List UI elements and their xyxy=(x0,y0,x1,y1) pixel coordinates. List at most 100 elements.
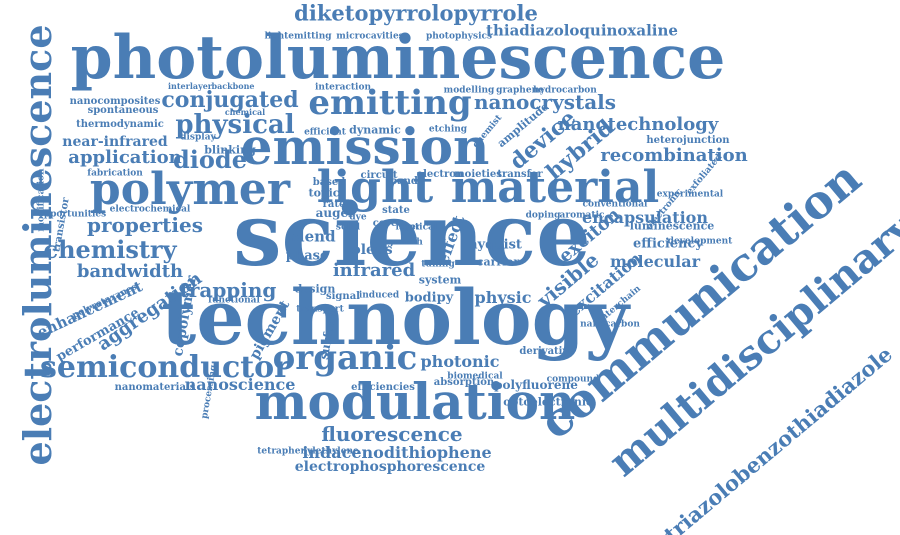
word: chemical xyxy=(224,107,266,117)
word: compound xyxy=(546,374,600,385)
word: rate xyxy=(322,199,346,210)
word: emitting xyxy=(308,83,472,123)
word: optical xyxy=(402,222,438,233)
word: state xyxy=(382,205,410,216)
word: doping xyxy=(525,210,561,221)
word: optoelectronic xyxy=(503,395,593,409)
word: system xyxy=(418,273,462,287)
word: nanocarbon xyxy=(580,319,640,330)
word: electron xyxy=(416,169,464,180)
word: photonic xyxy=(420,352,500,371)
word: electrophosphorescence xyxy=(294,459,486,475)
word: transport xyxy=(296,304,344,315)
word: backbone xyxy=(211,81,255,91)
word: layer xyxy=(395,222,421,233)
word: nanoscience xyxy=(184,375,296,394)
word: transfer xyxy=(497,169,543,180)
word: microcavities xyxy=(336,31,404,42)
word: thermodynamic xyxy=(76,119,164,130)
word: polymer xyxy=(89,164,291,215)
word: spontaneous xyxy=(87,105,159,116)
word: nanotechnology xyxy=(557,114,719,135)
word: heterojunction xyxy=(646,135,730,146)
word: development xyxy=(667,236,733,247)
word: bandwidth xyxy=(76,261,184,282)
word: experimental xyxy=(656,189,724,200)
word: design xyxy=(294,282,336,296)
word: carrier xyxy=(476,255,520,269)
word: molecular xyxy=(609,252,701,271)
word: display xyxy=(180,132,216,143)
word: dye xyxy=(349,212,367,223)
word: tetraphenylethylene xyxy=(257,446,359,457)
word: material xyxy=(450,162,660,213)
word: application xyxy=(68,147,182,168)
word: oleds xyxy=(351,242,393,258)
word: induced xyxy=(358,290,400,301)
word: based xyxy=(312,177,346,188)
word: polyfluorene xyxy=(494,378,578,392)
word: lightemitting xyxy=(264,31,332,42)
word: photoluminescence xyxy=(70,23,726,93)
word: dynamic xyxy=(349,123,401,137)
word: hydrocarbon xyxy=(533,85,597,96)
word: blinking xyxy=(204,143,256,157)
word: efficiency xyxy=(633,236,703,252)
word: blend xyxy=(288,227,336,246)
word: modification xyxy=(36,168,47,232)
word: indacenodithiophene xyxy=(302,443,492,462)
word: light xyxy=(316,162,434,213)
word: modulation xyxy=(254,372,576,431)
word: luminescence xyxy=(629,219,715,233)
word: fabrication xyxy=(87,168,143,179)
word: growth xyxy=(387,237,423,248)
word: band xyxy=(390,176,418,187)
word: encapsulation xyxy=(582,208,708,227)
word: solid xyxy=(335,222,361,233)
word: efficiencies xyxy=(351,382,415,393)
word: physical xyxy=(175,110,295,140)
word: chemistry xyxy=(43,235,177,264)
word: nanomaterials xyxy=(114,382,196,393)
word: trapping xyxy=(179,278,277,302)
word: nyquist xyxy=(468,237,522,253)
word: properties xyxy=(87,213,203,237)
word: etching xyxy=(428,124,468,135)
word: science xyxy=(233,185,591,286)
word: diketopyrrolopyrrole xyxy=(294,0,538,26)
word: efficient xyxy=(304,127,346,138)
word: near-infrared xyxy=(62,134,168,150)
word: semiconductor xyxy=(40,350,290,385)
word: moieties xyxy=(454,169,502,180)
word: absorption xyxy=(433,377,495,388)
word: infrared xyxy=(332,260,416,281)
word: circuit xyxy=(360,170,398,181)
word: derivative xyxy=(519,346,575,357)
word: modelling xyxy=(443,85,495,96)
word: nanocomposites xyxy=(69,96,161,107)
word: tuning xyxy=(421,259,455,270)
word: electrochemical xyxy=(109,204,191,215)
word: graphene xyxy=(496,85,544,96)
word: interlayer xyxy=(167,81,213,91)
word: core xyxy=(372,218,398,229)
word: aromatic xyxy=(559,210,605,221)
word: functional xyxy=(208,295,260,306)
word: biomedical xyxy=(447,371,503,382)
word: opportunities xyxy=(37,209,107,220)
word: fluorescence xyxy=(321,422,463,446)
word: topic xyxy=(308,186,340,200)
word: nanocrystals xyxy=(473,90,617,114)
word: physic xyxy=(474,288,532,307)
word: signal xyxy=(326,291,360,302)
word: emission xyxy=(240,117,490,176)
word: auger xyxy=(315,206,355,220)
word: conjugated xyxy=(161,87,299,113)
word: bodipy xyxy=(404,290,454,306)
word: recombination xyxy=(600,145,748,166)
word: organic xyxy=(272,338,418,378)
word: technology xyxy=(161,273,629,362)
word: photophysics xyxy=(425,31,493,42)
word: diode xyxy=(173,145,247,174)
